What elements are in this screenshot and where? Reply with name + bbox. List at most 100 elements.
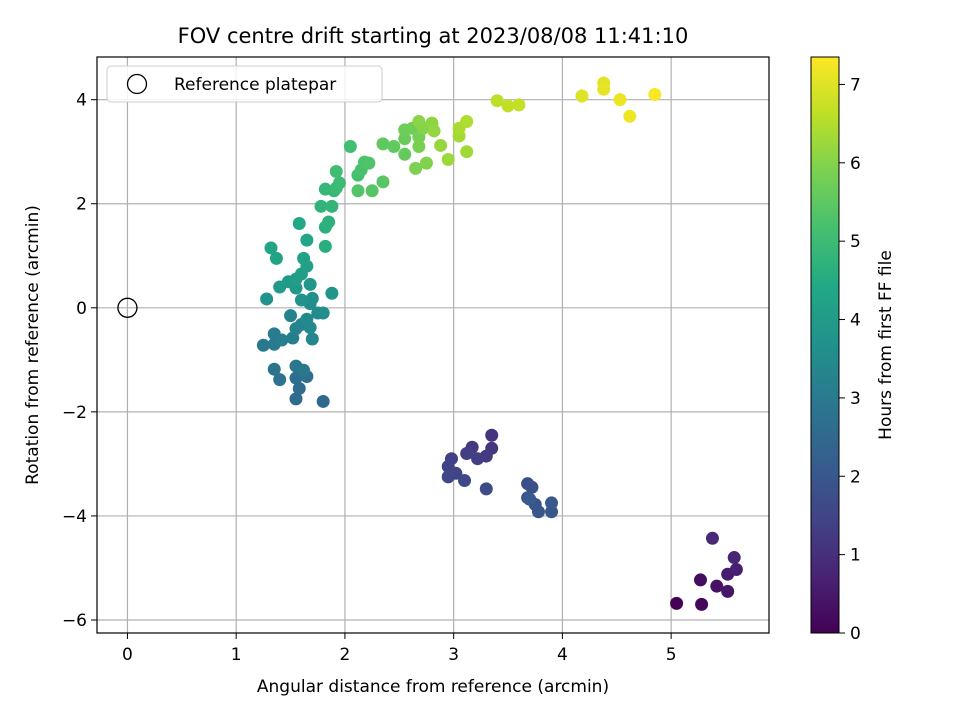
data-point (479, 482, 493, 496)
x-tick-label: 1 (231, 645, 242, 665)
data-point (275, 333, 289, 347)
data-point (269, 251, 283, 265)
data-point (292, 381, 306, 395)
chart-title: FOV centre drift starting at 2023/08/08 … (178, 24, 689, 48)
data-point (300, 233, 314, 247)
x-axis-ticks: 0 1 2 3 4 5 (122, 633, 677, 665)
x-tick-label: 5 (666, 645, 677, 665)
y-tick-label: −6 (62, 611, 87, 631)
data-point (485, 428, 499, 442)
data-point (525, 480, 539, 494)
y-tick-label: 2 (76, 195, 87, 215)
data-point (292, 217, 306, 231)
colorbar-label: Hours from first FF file (876, 250, 896, 440)
data-point (531, 505, 545, 519)
plot-area (97, 57, 769, 633)
data-point (398, 147, 412, 161)
data-point (729, 563, 743, 577)
data-point (670, 596, 684, 610)
data-point (721, 584, 735, 598)
data-point (427, 124, 441, 138)
data-point (460, 115, 474, 129)
colorbar-tick-label: 4 (850, 311, 861, 331)
data-point (365, 184, 379, 198)
data-point (471, 452, 485, 466)
data-point (303, 277, 317, 291)
data-point (305, 291, 319, 305)
colorbar-tick-label: 7 (850, 75, 861, 95)
x-axis-label: Angular distance from reference (arcmin) (257, 677, 609, 697)
legend-box (106, 65, 383, 103)
data-points (256, 76, 743, 611)
data-point (441, 153, 455, 167)
data-point (458, 474, 472, 488)
y-tick-label: −4 (62, 507, 87, 527)
colorbar-tick-label: 5 (850, 232, 861, 252)
data-point (297, 251, 311, 265)
data-point (597, 82, 611, 96)
data-point (351, 184, 365, 198)
legend-marker-icon (126, 73, 148, 95)
data-point (441, 470, 455, 484)
x-tick-label: 4 (557, 645, 568, 665)
data-point (575, 89, 589, 103)
data-point (343, 139, 357, 153)
data-point (460, 145, 474, 159)
data-point (523, 492, 537, 506)
y-axis-ticks: −6 −4 −2 0 2 4 (62, 91, 97, 631)
colorbar-tick-label: 6 (850, 154, 861, 174)
data-point (623, 109, 637, 123)
data-point (316, 394, 330, 408)
data-point (273, 373, 287, 387)
data-point (297, 363, 311, 377)
y-tick-label: −2 (62, 403, 87, 423)
y-axis-label: Rotation from reference (arcmin) (23, 205, 43, 485)
data-point (376, 137, 390, 151)
data-point (613, 93, 627, 107)
data-point (329, 164, 343, 178)
data-point (284, 309, 298, 323)
data-point (695, 597, 709, 611)
data-point (648, 87, 662, 101)
data-point (387, 139, 401, 153)
y-tick-label: 4 (76, 91, 87, 111)
reference-marker-group (117, 297, 138, 318)
data-point (264, 241, 278, 255)
data-point (693, 573, 707, 587)
legend: Reference platepar (106, 65, 383, 103)
data-point (460, 446, 474, 460)
colorbar-tick-label: 3 (850, 389, 861, 409)
data-point (316, 306, 330, 320)
colorbar-ticks: 0 1 2 3 4 5 6 7 (839, 75, 861, 644)
data-point (289, 392, 303, 406)
x-tick-label: 2 (340, 645, 351, 665)
data-point (490, 94, 504, 108)
y-tick-label: 0 (76, 299, 87, 319)
data-point (412, 115, 426, 129)
data-point (332, 176, 346, 190)
colorbar-tick-label: 1 (850, 546, 861, 566)
x-tick-label: 0 (122, 645, 133, 665)
data-point (727, 551, 741, 565)
data-point (294, 293, 308, 307)
data-point (325, 199, 339, 213)
data-point (412, 139, 426, 153)
colorbar-tick-label: 0 (850, 624, 861, 644)
data-point (362, 156, 376, 170)
colorbar-tick-label: 2 (850, 467, 861, 487)
data-point (512, 98, 526, 112)
data-point (314, 199, 328, 213)
data-point (705, 531, 719, 545)
data-point (305, 332, 319, 346)
reference-point-marker (117, 297, 138, 318)
data-point (322, 215, 336, 229)
data-point (376, 175, 390, 189)
data-point (545, 496, 559, 510)
colorbar: 0 1 2 3 4 5 6 7 Hours from first FF file (810, 56, 896, 644)
data-point (256, 338, 270, 352)
data-point (710, 579, 724, 593)
data-point (325, 286, 339, 300)
data-point (260, 292, 274, 306)
data-point (419, 156, 433, 170)
x-tick-label: 3 (448, 645, 459, 665)
